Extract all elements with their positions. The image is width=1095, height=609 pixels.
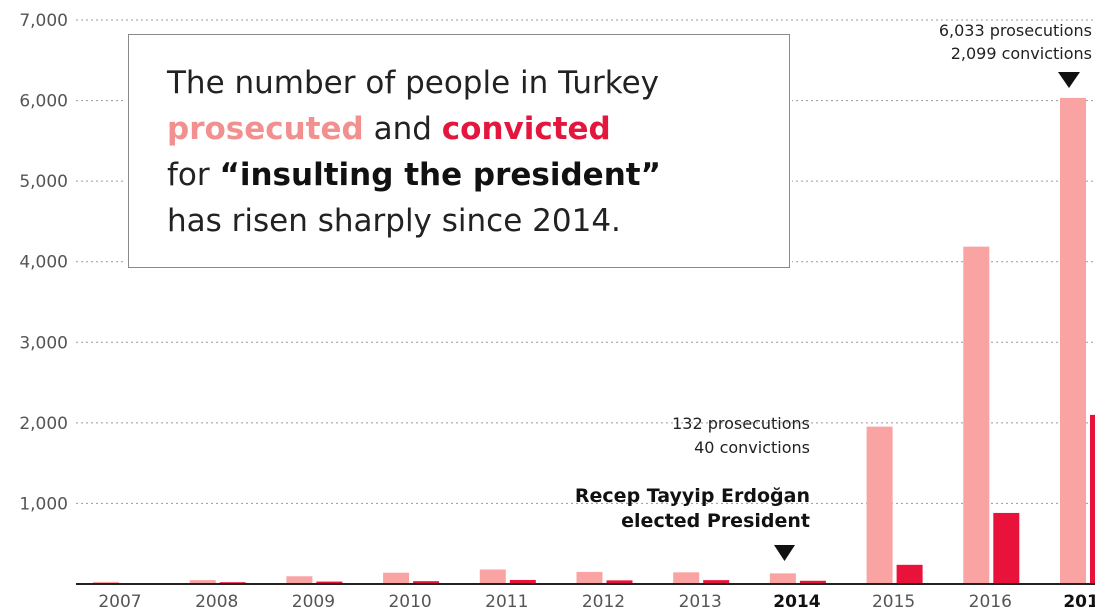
bar-prosecutions-2010 [383, 572, 410, 584]
x-axis-ticks: 2007 2008 2009 2010 2011 2012 2013 2014 2015 2016… [98, 592, 1095, 609]
y-tick-label: 1,000 [19, 494, 68, 514]
bar-prosecutions-2014 [769, 573, 796, 584]
title-for: for [167, 157, 220, 193]
y-tick-label: 5,000 [19, 172, 68, 192]
bar-convictions-2013 [703, 580, 730, 584]
bar-convictions-2015 [896, 564, 923, 584]
bar-convictions-2010 [413, 581, 440, 584]
x-tick-label: 2015 [872, 592, 915, 609]
bar-convictions-2012 [606, 580, 633, 584]
bar-convictions-2016 [993, 512, 1020, 584]
title-box: The number of people in Turkey prosecute… [128, 34, 790, 268]
bar-prosecutions-2011 [479, 569, 506, 584]
title-line-1: The number of people in Turkey [167, 65, 659, 101]
bar-prosecutions-2012 [576, 571, 603, 584]
bar-prosecutions-2009 [286, 576, 313, 584]
x-tick-label: 2012 [582, 592, 625, 609]
bars [93, 97, 1095, 585]
bar-convictions-2009 [316, 581, 343, 584]
title-convicted: convicted [441, 111, 611, 147]
x-tick-label: 2014 [773, 592, 820, 609]
title-line-2: prosecuted and convicted [167, 111, 611, 147]
bar-prosecutions-2013 [673, 572, 700, 584]
bar-prosecutions-2008 [189, 580, 216, 584]
x-tick-label: 2007 [98, 592, 141, 609]
bar-prosecutions-2015 [866, 426, 893, 584]
bar-prosecutions-2016 [963, 246, 990, 584]
arrow-2014-icon [774, 545, 795, 561]
annotation-erdogan-line1: Recep Tayyip Erdoğan [575, 485, 810, 507]
annotation-erdogan-line2: elected President [621, 510, 810, 532]
x-tick-label: 2016 [969, 592, 1012, 609]
x-tick-label: 2010 [388, 592, 431, 609]
y-tick-label: 7,000 [19, 11, 68, 31]
title-text-4: has risen sharply since 2014. [167, 203, 621, 239]
arrow-2017-icon [1058, 72, 1080, 88]
title-line-3: for “insulting the president” [167, 157, 661, 193]
bar-prosecutions-2007 [93, 581, 119, 584]
annotation-2017-convictions: 2,099 convictions [951, 44, 1092, 63]
x-tick-label: 2008 [195, 592, 238, 609]
title-phrase: “insulting the president” [219, 157, 661, 193]
bar-prosecutions-2017 [1060, 97, 1086, 585]
annotation-2017-prosecutions: 6,033 prosecutions [939, 21, 1092, 40]
title-line-4: has risen sharply since 2014. [167, 203, 621, 239]
title-and: and [363, 111, 442, 147]
bar-convictions-2014 [799, 580, 826, 584]
title-text-1: The number of people in Turkey [167, 65, 660, 101]
bar-convictions-2017 [1090, 414, 1095, 584]
y-tick-label: 2,000 [19, 414, 68, 434]
y-tick-label: 4,000 [19, 253, 68, 273]
title-prosecuted: prosecuted [167, 111, 364, 147]
x-tick-label: 2013 [679, 592, 722, 609]
x-tick-label: 2009 [292, 592, 335, 609]
y-tick-label: 3,000 [19, 333, 68, 353]
annotation-2014-convictions: 40 convictions [694, 438, 810, 457]
bar-convictions-2011 [509, 579, 536, 584]
x-tick-label: 2011 [485, 592, 528, 609]
annotation-2014-prosecutions: 132 prosecutions [672, 414, 810, 433]
y-tick-label: 6,000 [19, 92, 68, 112]
x-tick-label: 2017 [1063, 592, 1095, 609]
y-axis-ticks: 1,000 2,000 3,000 4,000 5,000 6,000 7,000 [19, 11, 68, 514]
